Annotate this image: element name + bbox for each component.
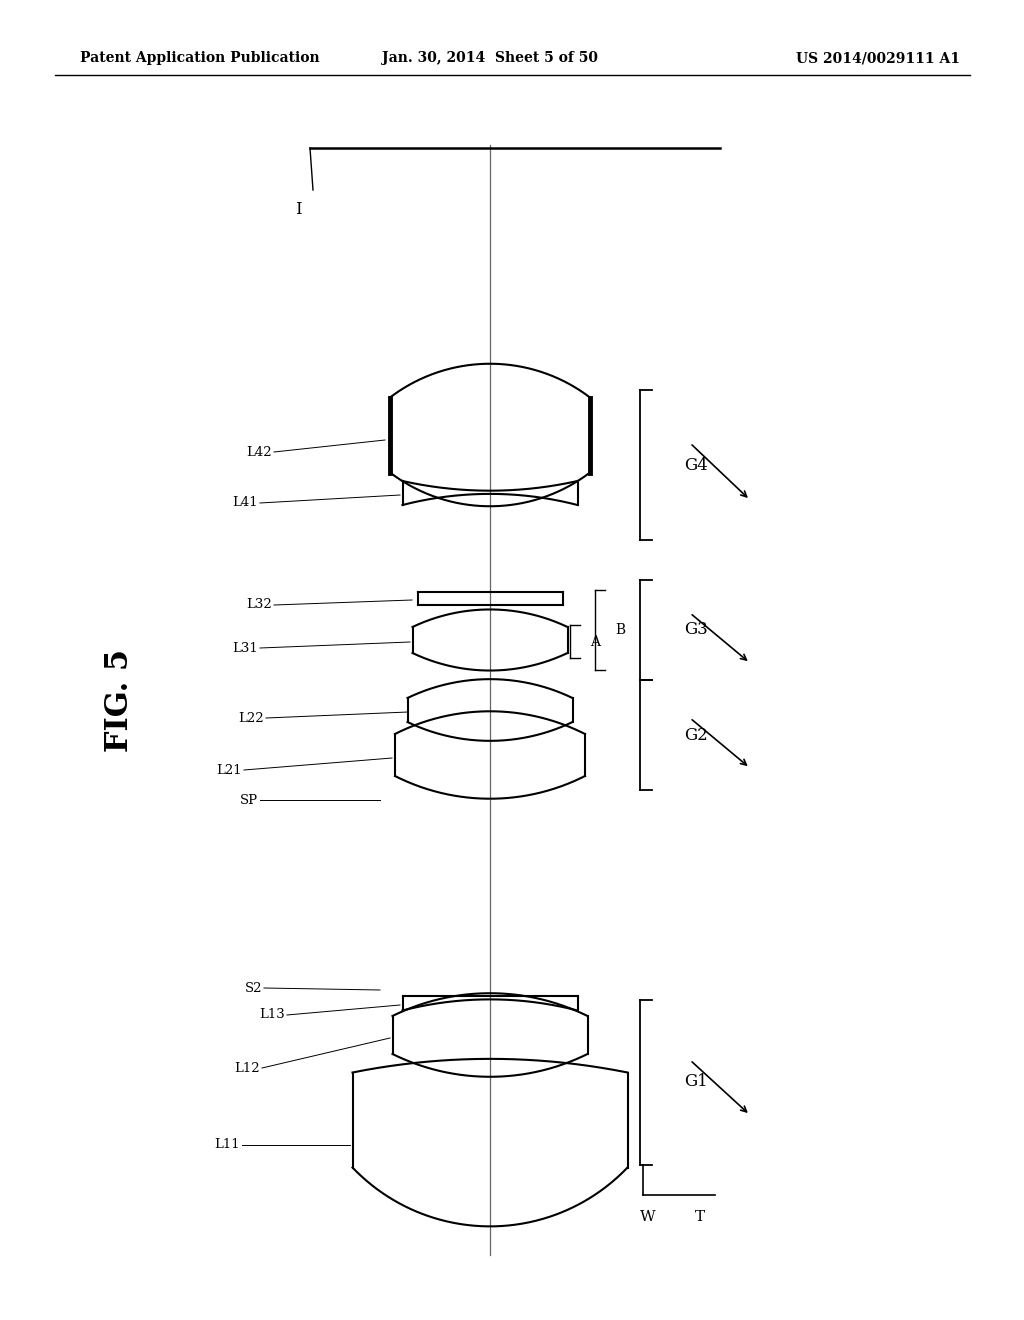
Text: G4: G4: [684, 457, 708, 474]
Text: Patent Application Publication: Patent Application Publication: [80, 51, 319, 65]
Text: SP: SP: [240, 793, 258, 807]
Text: L22: L22: [239, 711, 264, 725]
Text: FIG. 5: FIG. 5: [104, 648, 135, 751]
Text: Jan. 30, 2014  Sheet 5 of 50: Jan. 30, 2014 Sheet 5 of 50: [382, 51, 598, 65]
Text: L41: L41: [232, 496, 258, 510]
Text: L11: L11: [214, 1138, 240, 1151]
Text: G2: G2: [684, 726, 708, 743]
Text: L13: L13: [259, 1008, 285, 1022]
Text: G3: G3: [684, 622, 708, 639]
Text: A: A: [590, 635, 600, 649]
Text: US 2014/0029111 A1: US 2014/0029111 A1: [796, 51, 961, 65]
Text: T: T: [695, 1210, 706, 1224]
Text: L42: L42: [247, 446, 272, 458]
Text: B: B: [615, 623, 625, 638]
Text: L32: L32: [246, 598, 272, 611]
Text: L12: L12: [234, 1061, 260, 1074]
Text: S2: S2: [245, 982, 262, 994]
Text: I: I: [295, 202, 301, 219]
Text: G1: G1: [684, 1073, 708, 1090]
Text: W: W: [640, 1210, 655, 1224]
Text: L21: L21: [216, 763, 242, 776]
Text: L31: L31: [232, 642, 258, 655]
